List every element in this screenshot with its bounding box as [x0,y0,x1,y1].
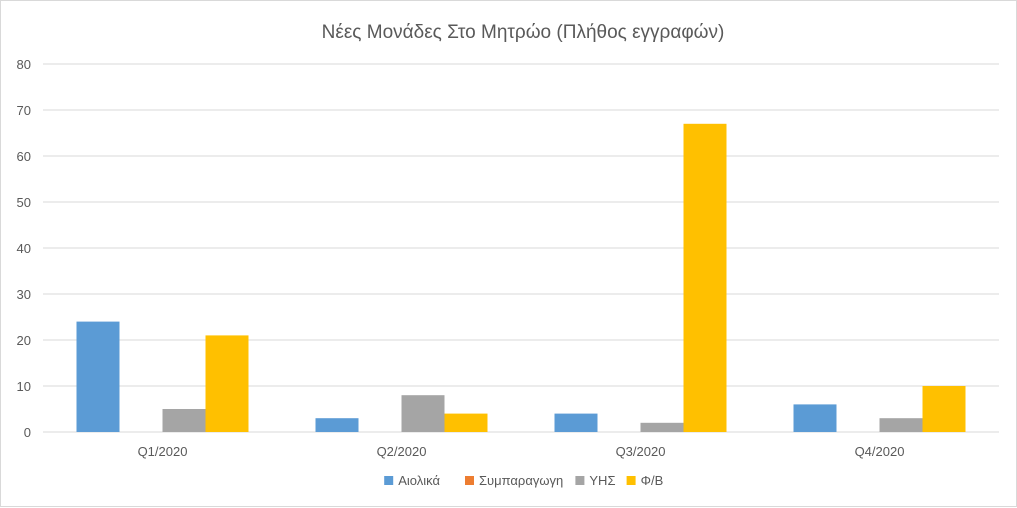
y-tick-label: 70 [17,103,31,118]
y-tick-label: 80 [17,57,31,72]
bar-ΥΗΣ [640,422,684,432]
y-tick-label: 10 [17,379,31,394]
legend-swatch [465,476,474,485]
legend-label: ΥΗΣ [589,473,615,488]
bar-Αιολικά [554,413,598,432]
x-tick-label: Q4/2020 [855,444,905,459]
legend-swatch [384,476,394,485]
y-tick-label: 50 [17,195,31,210]
legend-swatch [626,476,636,485]
bar-Αιολικά [315,418,359,432]
legend-swatch [575,476,585,485]
y-tick-label: 0 [24,425,31,440]
y-tick-label: 20 [17,333,31,348]
bar-Αιολικά [793,404,837,432]
x-tick-label: Q2/2020 [377,444,427,459]
x-tick-label: Q3/2020 [616,444,666,459]
bar-ΥΗΣ [162,409,206,432]
bar-ΥΗΣ [879,418,923,432]
bar-ΥΗΣ [401,395,445,432]
legend-label: Συμπαραγωγη [479,473,563,488]
bar-Φ/Β [683,123,727,433]
legend-label: Φ/Β [641,473,664,488]
bar-Φ/Β [205,335,249,432]
y-tick-label: 40 [17,241,31,256]
bar-Φ/Β [444,413,488,432]
bar-Φ/Β [922,386,966,432]
bar-Αιολικά [76,321,120,432]
chart-title: Νέες Μονάδες Στο Μητρώο (Πλήθος εγγραφών… [322,22,725,43]
x-tick-label: Q1/2020 [138,444,188,459]
y-tick-label: 60 [17,149,31,164]
y-tick-label: 30 [17,287,31,302]
legend-label: Αιολικά [398,473,440,488]
